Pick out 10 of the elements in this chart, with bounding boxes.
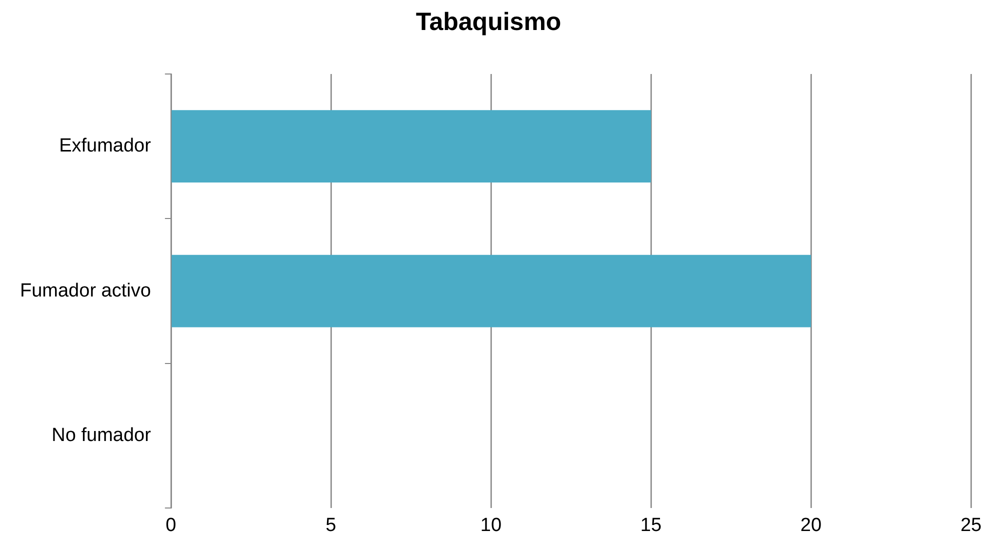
x-tick-label: 20 <box>800 514 822 536</box>
x-tick-label: 25 <box>960 514 982 536</box>
y-tick-label: No fumador <box>52 425 152 446</box>
x-tick-label: 15 <box>640 514 662 536</box>
chart-title: Tabaquismo <box>416 8 562 36</box>
y-tick-label: Exfumador <box>59 136 152 157</box>
x-tick-label: 0 <box>166 514 176 536</box>
y-tick-label: Fumador activo <box>20 280 151 302</box>
x-tick-label: 5 <box>326 514 336 536</box>
x-tick-label: 10 <box>480 514 502 536</box>
